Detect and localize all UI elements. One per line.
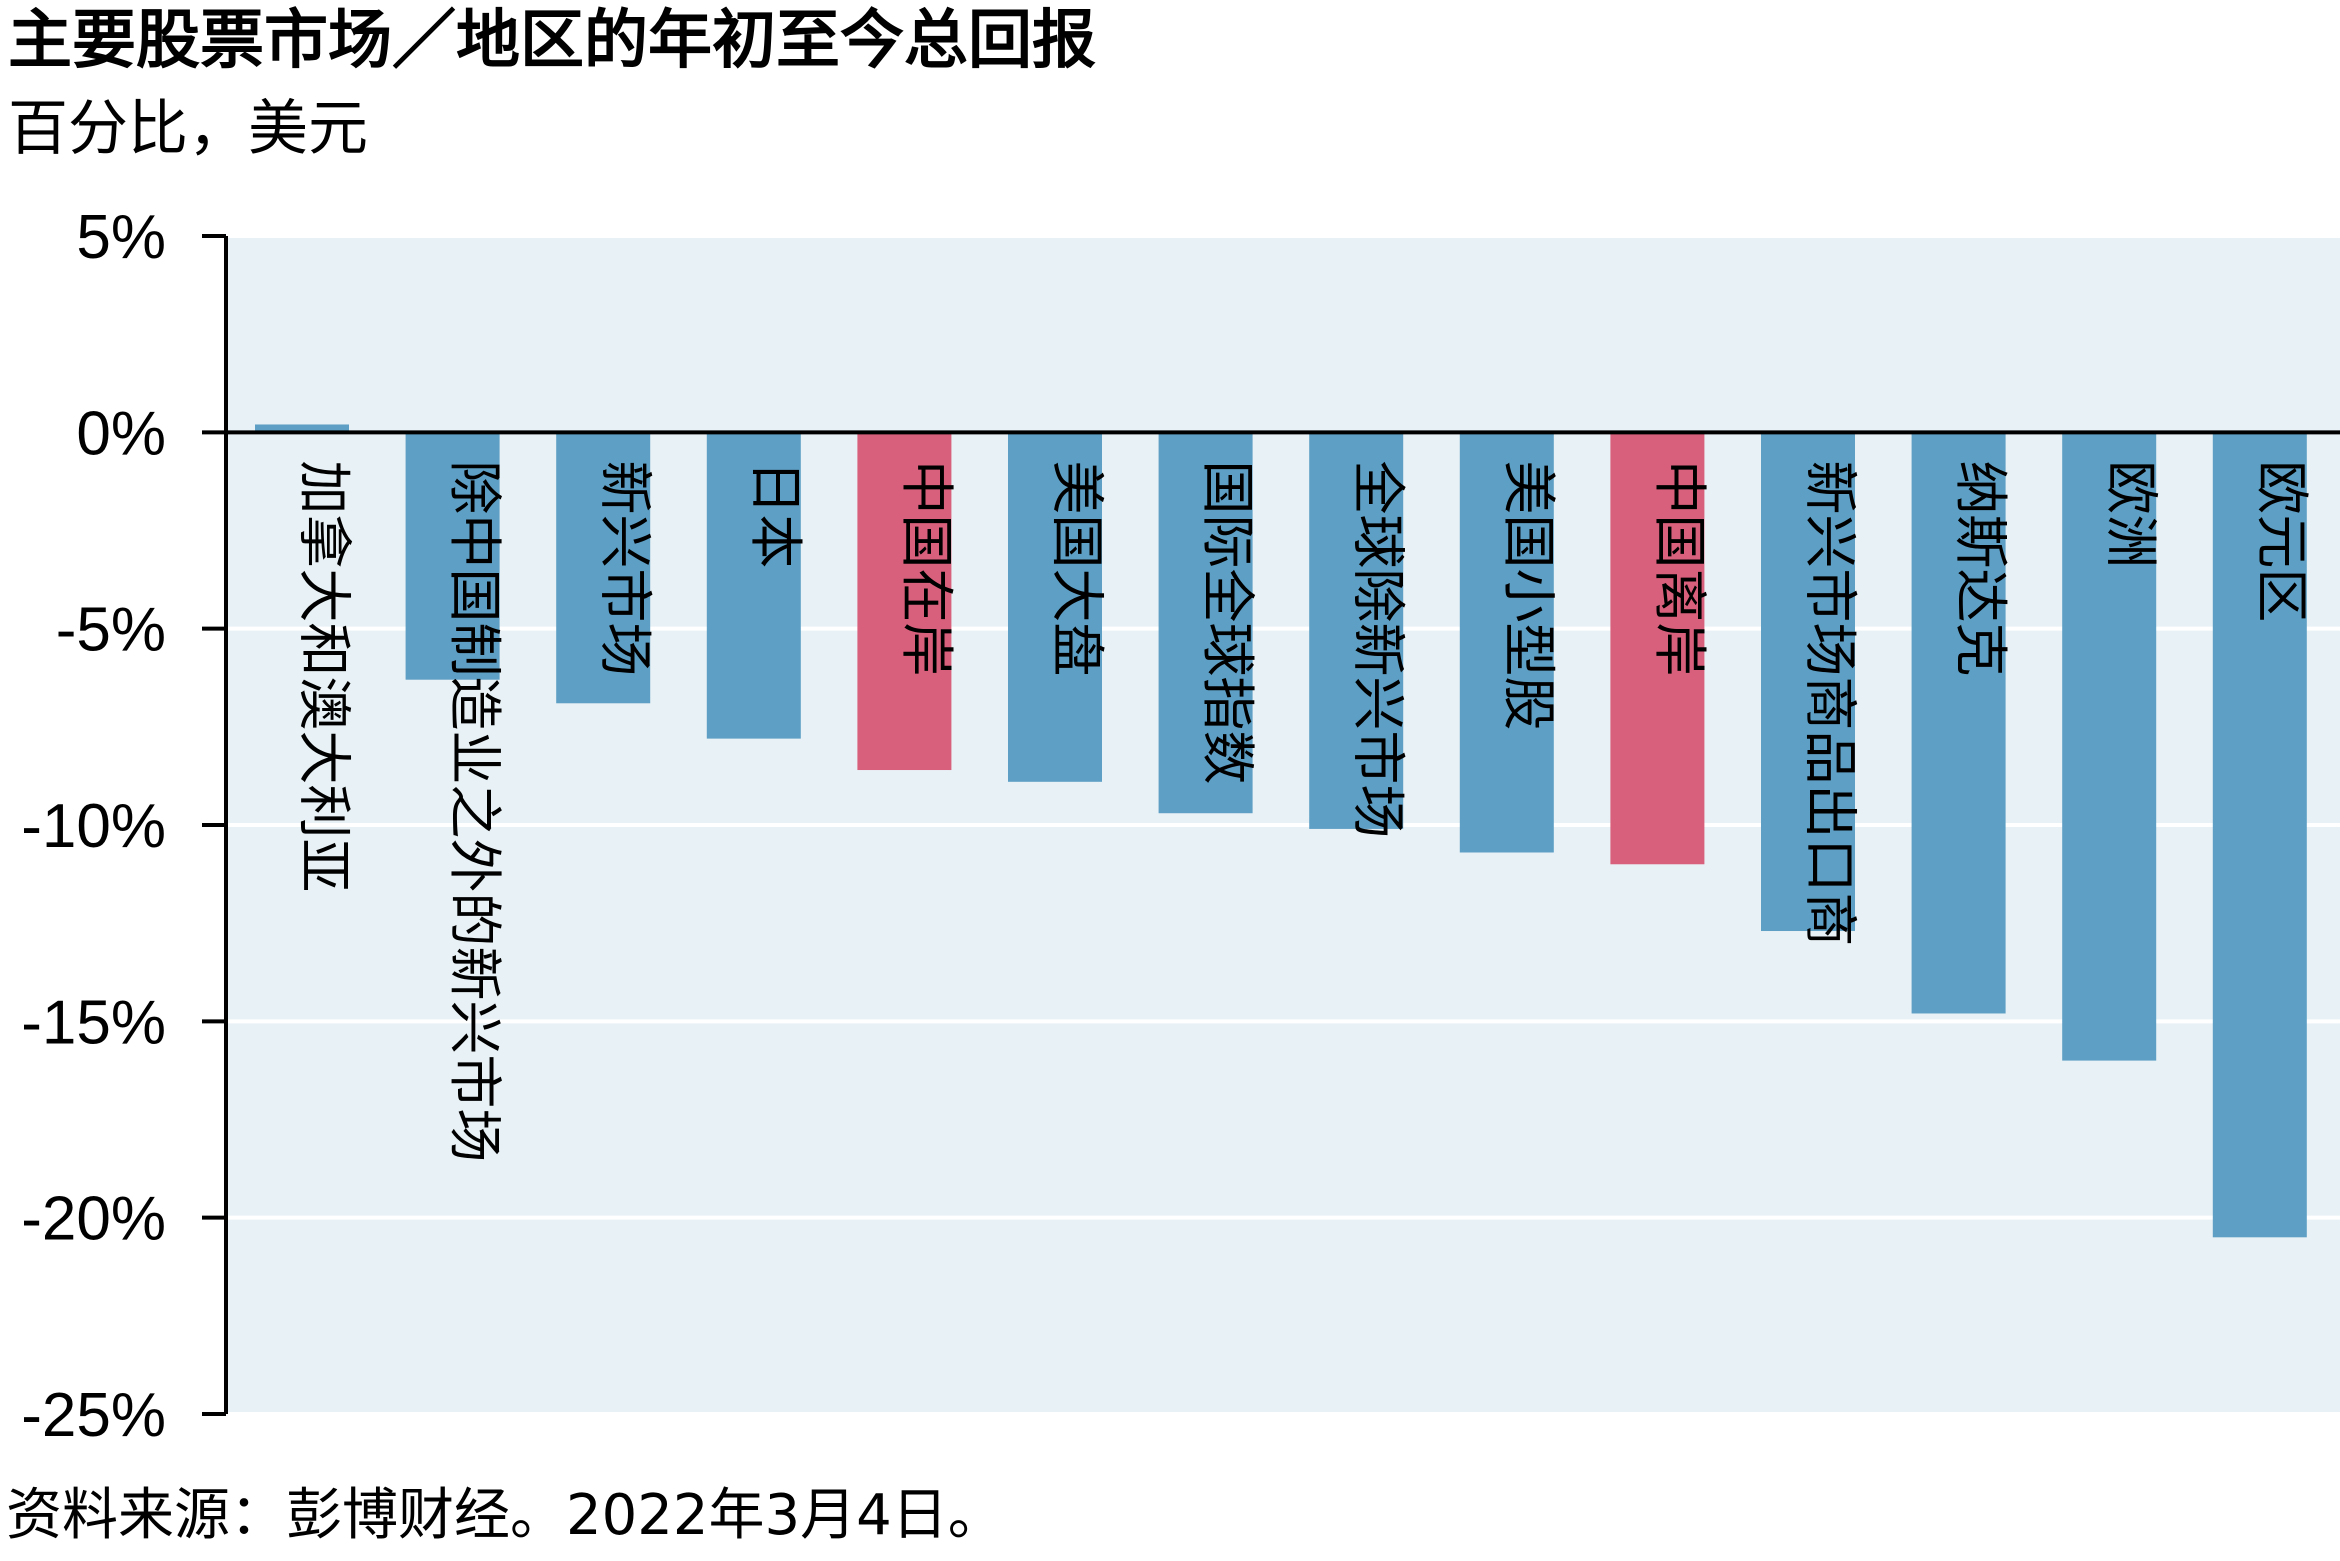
category-label-3: 日本 xyxy=(744,460,807,568)
category-label-5: 美国大盘 xyxy=(1045,460,1108,676)
chart-title: 主要股票市场／地区的年初至今总回报 xyxy=(8,4,1096,78)
category-label-11: 纳斯达克 xyxy=(1949,460,2012,676)
category-label-8: 美国小型股 xyxy=(1497,460,1560,730)
category-label-9: 中国离岸 xyxy=(1648,460,1711,676)
bar-12 xyxy=(2062,432,2157,1061)
category-label-2: 新兴市场 xyxy=(594,460,657,676)
y-tick-label: -5% xyxy=(56,596,166,665)
bar-10 xyxy=(1761,432,1855,932)
y-tick-label: -10% xyxy=(21,792,166,861)
category-label-6: 国际全球指数 xyxy=(1196,460,1259,784)
y-tick-label: -25% xyxy=(21,1381,166,1450)
bar-7 xyxy=(1309,432,1404,829)
bar-0 xyxy=(255,424,349,433)
bar-3 xyxy=(706,432,801,739)
bar-9 xyxy=(1610,432,1705,865)
bar-1 xyxy=(405,432,500,680)
bar-5 xyxy=(1008,432,1102,782)
bar-13 xyxy=(2212,432,2307,1238)
bar-6 xyxy=(1158,432,1253,814)
y-tick-label: 0% xyxy=(76,399,166,468)
bar-2 xyxy=(556,432,651,704)
y-tick-label: -20% xyxy=(21,1185,166,1254)
y-tick-label: 5% xyxy=(76,203,166,272)
y-tick-label: -15% xyxy=(21,988,166,1057)
category-label-10: 新兴市场商品出口商 xyxy=(1798,460,1861,946)
category-label-0: 加拿大和澳大利亚 xyxy=(292,460,355,892)
bar-11 xyxy=(1911,432,2006,1014)
category-label-4: 中国在岸 xyxy=(895,460,958,676)
bar-4 xyxy=(857,432,952,771)
bar-8 xyxy=(1459,432,1554,853)
category-label-13: 欧元区 xyxy=(2250,460,2313,622)
category-label-7: 全球除新兴市场 xyxy=(1347,460,1410,838)
category-label-12: 欧洲 xyxy=(2100,460,2163,568)
source-note: 资料来源：彭博财经。2022年3月4日。 xyxy=(6,1483,1004,1548)
category-label-1: 除中国制造业之外的新兴市场 xyxy=(443,460,506,1162)
chart-subtitle: 百分比，美元 xyxy=(8,94,368,164)
